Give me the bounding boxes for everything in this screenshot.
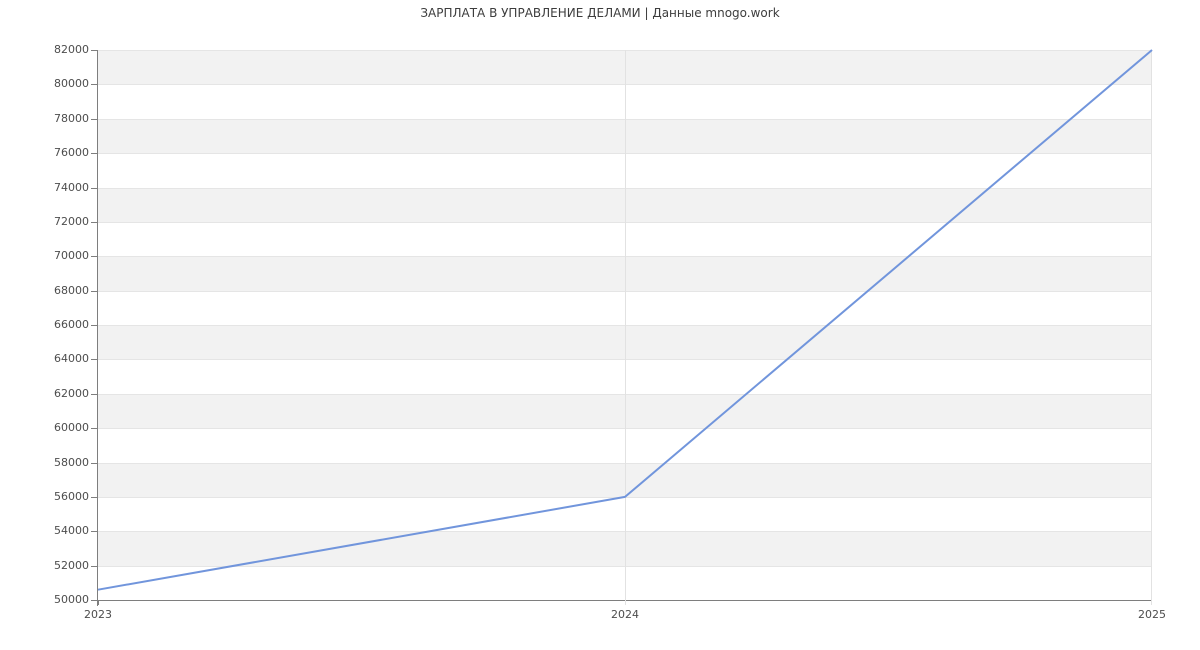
- y-tick-mark: [91, 84, 97, 86]
- x-tick-label: 2023: [84, 608, 112, 621]
- y-tick-label: 82000: [54, 43, 89, 56]
- y-tick-label: 76000: [54, 146, 89, 160]
- y-tick-mark: [91, 153, 97, 155]
- y-tick-mark: [91, 187, 97, 189]
- x-axis-line: [97, 600, 1152, 601]
- y-tick-mark: [91, 393, 97, 395]
- y-tick-label: 78000: [54, 111, 89, 125]
- y-tick-mark: [91, 325, 97, 326]
- y-tick-mark: [91, 221, 97, 223]
- y-tick-label: 50000: [54, 593, 89, 606]
- y-tick-label: 70000: [54, 249, 89, 263]
- y-tick-mark: [91, 290, 97, 292]
- y-tick-mark: [91, 359, 97, 361]
- vertical-gridline: [1151, 50, 1152, 600]
- x-tick-label: 2025: [1138, 608, 1166, 621]
- y-tick-mark: [91, 50, 97, 51]
- y-tick-mark: [91, 600, 97, 601]
- y-tick-label: 62000: [54, 386, 89, 400]
- chart-title: ЗАРПЛАТА В УПРАВЛЕНИЕ ДЕЛАМИ | Данные mn…: [420, 6, 780, 20]
- y-tick-label: 58000: [54, 455, 89, 469]
- y-tick-label: 72000: [54, 214, 89, 228]
- y-tick-mark: [91, 496, 97, 498]
- x-tick-mark: [1151, 600, 1152, 605]
- y-tick-label: 56000: [54, 489, 89, 503]
- y-tick-label: 74000: [54, 180, 89, 194]
- y-tick-label: 66000: [54, 318, 89, 331]
- series-line-layer: [97, 49, 1153, 591]
- x-tick-mark: [98, 600, 99, 605]
- x-tick-mark: [625, 600, 626, 605]
- y-tick-label: 80000: [54, 77, 89, 91]
- plot-area: [91, 49, 1153, 606]
- y-tick-label: 54000: [54, 524, 89, 538]
- series-line: [97, 49, 1153, 591]
- y-tick-label: 52000: [54, 558, 89, 572]
- y-tick-label: 64000: [54, 352, 89, 366]
- vertical-gridline: [625, 50, 626, 600]
- y-tick-mark: [91, 118, 97, 120]
- y-tick-mark: [91, 462, 97, 464]
- y-tick-label: 60000: [54, 421, 89, 435]
- x-tick-label: 2024: [611, 608, 639, 621]
- y-tick-label: 68000: [54, 283, 89, 297]
- y-tick-mark: [91, 531, 97, 533]
- y-axis-line: [97, 50, 98, 606]
- y-tick-mark: [91, 565, 97, 567]
- y-tick-mark: [91, 428, 97, 430]
- y-tick-mark: [91, 256, 97, 258]
